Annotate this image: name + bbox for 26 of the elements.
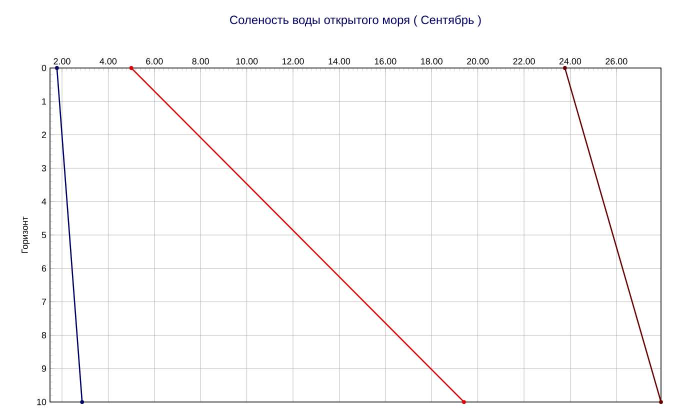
y-tick-label: 0: [42, 64, 46, 72]
y-tick-label: 2: [42, 132, 46, 138]
y-tick-label: 8: [42, 332, 46, 338]
x-tick-label: 4.00: [100, 58, 117, 64]
y-tick-label: 1: [42, 98, 46, 104]
y-tick-label: 9: [42, 365, 46, 372]
x-tick-label: 2.00: [54, 58, 70, 64]
y-tick-label: 5: [42, 232, 46, 238]
x-tick-label: 26.00: [606, 58, 628, 64]
y-tick-label: 6: [42, 265, 46, 272]
y-tick-label: 10: [37, 398, 46, 406]
chart-title: Соленость воды открытого моря ( Сентябрь ): [230, 15, 481, 27]
x-tick-label: 22.00: [513, 58, 535, 64]
x-tick-label: 18.00: [421, 58, 442, 64]
y-tick-label: 4: [42, 198, 46, 205]
x-tick-label: 10.00: [236, 58, 258, 64]
x-tick-label: 20.00: [467, 58, 489, 64]
x-tick-label: 8.00: [192, 58, 209, 64]
x-tick-label: 16.00: [374, 58, 396, 64]
x-tick-label: 12.00: [282, 58, 304, 64]
x-tick-label: 14.00: [328, 58, 350, 64]
x-tick-label: 6.00: [146, 58, 163, 64]
y-tick-label: 7: [42, 298, 46, 305]
y-axis-title: Горизонт: [22, 216, 30, 253]
y-tick-label: 3: [42, 165, 46, 172]
x-tick-label: 24.00: [559, 58, 582, 64]
